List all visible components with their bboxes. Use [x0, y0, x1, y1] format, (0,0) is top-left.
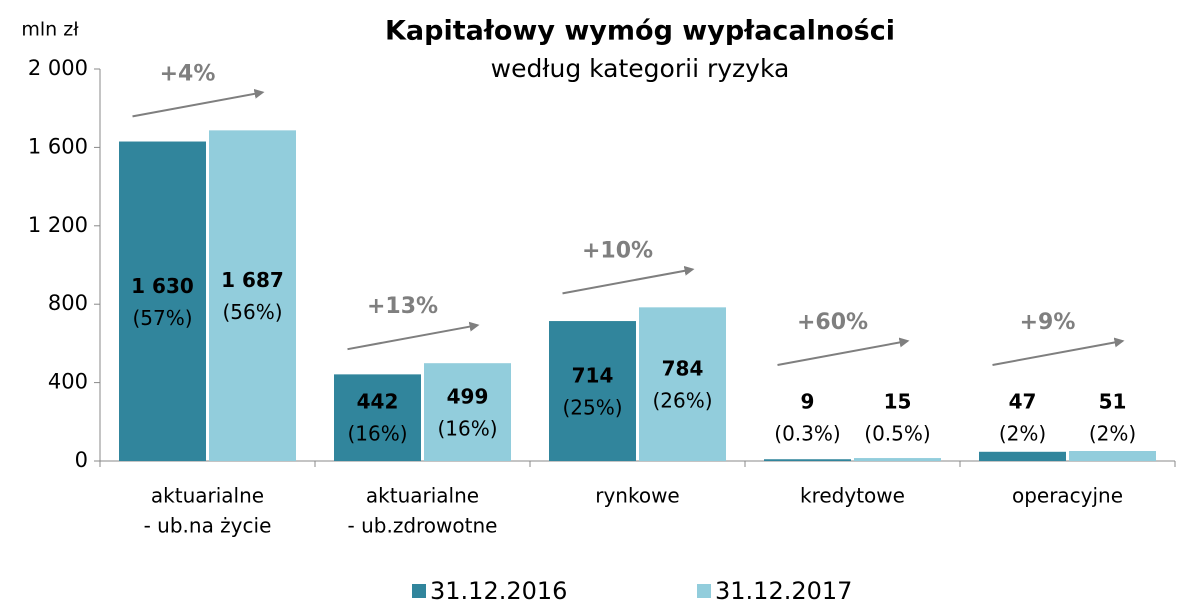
chart-subtitle: według kategorii ryzyka	[491, 54, 790, 83]
bar	[334, 374, 421, 461]
y-tick-label: 800	[48, 291, 88, 315]
value-label: 1 687	[221, 268, 284, 292]
legend-swatch	[697, 584, 711, 598]
share-label: (56%)	[222, 300, 282, 324]
x-tick-label: - ub.na życie	[144, 514, 272, 538]
share-label: (2%)	[1089, 422, 1136, 446]
change-label: +10%	[582, 238, 653, 263]
legend-label: 31.12.2017	[715, 577, 852, 603]
y-tick-label: 2 000	[28, 56, 88, 80]
x-tick-label: - ub.zdrowotne	[348, 514, 498, 538]
y-tick-label: 1 200	[28, 213, 88, 237]
x-tick-label: aktuarialne	[151, 484, 264, 508]
x-tick-label: aktuarialne	[366, 484, 479, 508]
bar	[119, 141, 206, 461]
y-tick-label: 1 600	[28, 134, 88, 158]
x-tick-label: kredytowe	[800, 484, 905, 508]
value-label: 15	[884, 390, 912, 414]
bar	[1069, 451, 1156, 461]
value-label: 442	[357, 390, 399, 414]
change-arrow	[992, 337, 1125, 366]
bar	[639, 307, 726, 461]
chart-title: Kapitałowy wymóg wypłacalności	[385, 16, 895, 47]
share-label: (0.3%)	[774, 422, 840, 446]
share-label: (57%)	[132, 306, 192, 330]
change-label: +9%	[1020, 310, 1076, 335]
change-arrow	[347, 321, 480, 351]
legend-label: 31.12.2016	[430, 577, 567, 603]
share-label: (0.5%)	[864, 422, 930, 446]
share-label: (16%)	[347, 422, 407, 446]
x-tick-label: operacyjne	[1012, 484, 1123, 508]
y-tick-label: 400	[48, 370, 88, 394]
bar	[549, 321, 636, 461]
legend-swatch	[412, 584, 426, 598]
share-label: (16%)	[437, 417, 497, 441]
bar	[854, 458, 941, 461]
change-arrow	[562, 265, 695, 295]
value-label: 784	[662, 357, 704, 381]
value-label: 499	[447, 385, 489, 409]
value-label: 1 630	[131, 274, 194, 298]
change-label: +4%	[160, 61, 216, 86]
value-label: 47	[1009, 390, 1037, 414]
bar	[209, 130, 296, 461]
change-label: +60%	[797, 310, 868, 335]
change-arrow	[132, 88, 265, 118]
value-label: 9	[801, 390, 815, 414]
bar	[424, 363, 511, 461]
bar	[764, 459, 851, 461]
share-label: (25%)	[562, 396, 622, 420]
share-label: (26%)	[652, 389, 712, 413]
x-tick-label: rynkowe	[595, 484, 680, 508]
bar	[979, 451, 1066, 461]
y-axis-label: mln zł	[21, 19, 79, 41]
change-arrow	[777, 337, 910, 366]
value-label: 51	[1099, 390, 1127, 414]
value-label: 714	[572, 364, 614, 388]
change-label: +13%	[367, 294, 438, 319]
share-label: (2%)	[999, 422, 1046, 446]
y-tick-label: 0	[75, 448, 88, 472]
